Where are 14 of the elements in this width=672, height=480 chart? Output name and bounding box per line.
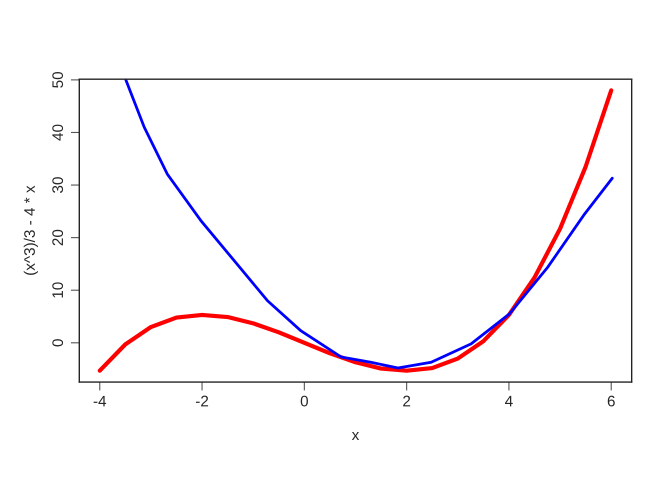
y-tick-label: 10 xyxy=(52,282,64,298)
x-axis-title: x xyxy=(352,432,360,440)
x-tick-label: -2 xyxy=(196,396,208,406)
x-tick-label: 0 xyxy=(300,396,308,406)
y-tick-label: 50 xyxy=(52,72,64,88)
x-tick-label: 4 xyxy=(505,396,513,406)
y-tick-label: 20 xyxy=(52,230,64,246)
y-axis-title: (x^3)/3 - 4 * x xyxy=(24,186,38,275)
y-tick-label: 30 xyxy=(52,177,64,193)
y-tick-label: 40 xyxy=(52,124,64,141)
y-tick-label: 0 xyxy=(52,339,64,346)
x-tick-label: 6 xyxy=(608,396,615,406)
x-tick-label: -4 xyxy=(94,396,106,406)
x-tick-label: 2 xyxy=(403,396,410,406)
